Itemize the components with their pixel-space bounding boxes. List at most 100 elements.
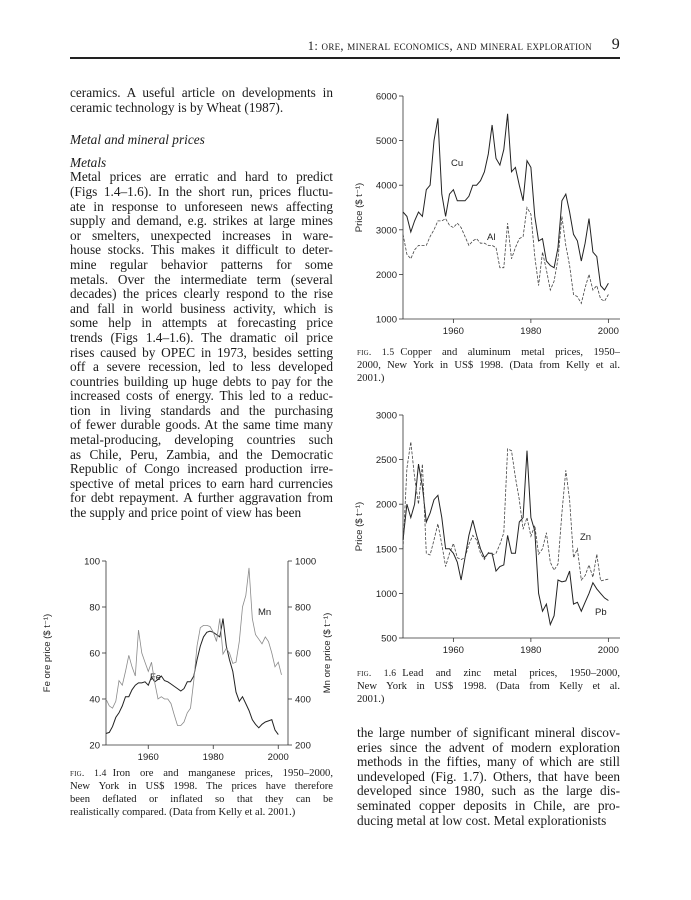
x-tick-label: 1980 (520, 645, 541, 656)
text-line: methods in the fifties, many of which ar… (357, 754, 620, 770)
y-axis-label: Price ($ t⁻¹) (354, 502, 365, 551)
figure-label: fig. 1.4 (70, 769, 107, 779)
y-tick-label: 2500 (376, 455, 397, 466)
header-rule (70, 57, 620, 59)
y-tick-label: 4000 (376, 181, 397, 192)
text-line: Republic of Congo increased production i… (70, 461, 333, 477)
text-line: the supply and price point of view has b… (70, 505, 302, 521)
text-line: ceramics. A useful article on developmen… (70, 85, 333, 100)
x-tick-label: 2000 (268, 752, 289, 763)
chart-0: 20 40 60 80 100 200 400 600 800 1000 1960 1980 2000 F… (42, 557, 333, 764)
y-tick-label: 80 (89, 603, 100, 614)
y-tick-label: 3000 (376, 411, 397, 422)
text-line: some help in attempts at forecasting pri… (70, 315, 333, 331)
caption-line: fig. 1.6 Lead and zinc metal prices, 1950… (357, 667, 620, 680)
caption-line: 2001.) (357, 694, 385, 705)
text-line: or smelters, unexpected increases in war… (70, 227, 333, 243)
caption-line: fig. 1.4 Iron ore and manganese prices, 1… (70, 767, 333, 780)
figure-caption-1-4: fig. 1.4 Iron ore and manganese prices, 1… (70, 767, 333, 819)
y-tick-label: 100 (84, 557, 100, 568)
text-line: undeveloped (Fig. 1.7). Others, that hav… (357, 768, 620, 784)
right-column-text: the large number of significant mineral … (357, 725, 620, 828)
y-tick-label: 40 (89, 695, 100, 706)
figure-caption-1-5: fig. 1.5 Copper and aluminum metal prices… (357, 346, 620, 385)
y-tick-label: 1000 (376, 315, 397, 326)
text-line: rises caused by OPEC in 1973, besides se… (70, 344, 333, 360)
y-right-tick-label: 200 (295, 741, 311, 752)
y-tick-label: 60 (89, 649, 100, 660)
text-line: (Figs 1.4–1.6). In the short run, prices… (70, 183, 333, 199)
text-line: metal-producing, developing countries su… (70, 432, 333, 448)
text-line: decades) the prices clearly respond to t… (70, 286, 333, 302)
caption-line: 2000, New York in US$ 1998. (Data from K… (357, 360, 620, 371)
x-tick-label: 1960 (443, 645, 464, 656)
x-tick-label: 1960 (443, 326, 464, 337)
text-line: increased costs of energy. This led to a… (70, 388, 333, 404)
text-line: as Chile, Peru, Zambia, and the Democrat… (70, 446, 333, 462)
text-line: developed since 1980, such as the large … (357, 783, 620, 799)
caption-line: been deflated or inflated so that they c… (70, 794, 333, 805)
text-line: supply and demand, e.g. strikes at large… (70, 213, 333, 229)
y-right-tick-label: 1000 (295, 557, 316, 568)
chart-1: 1000 2000 3000 4000 5000 6000 1960 1980 2000 Pric… (354, 92, 620, 337)
text-line: of fewer durable goods. At the same time… (70, 417, 333, 433)
x-tick-label: 1960 (138, 752, 159, 763)
y-tick-label: 1000 (376, 589, 397, 600)
y-tick-label: 500 (381, 634, 397, 645)
y-right-tick-label: 600 (295, 649, 311, 660)
caption-line: 2001.) (357, 373, 385, 384)
series-line-mn (105, 567, 282, 726)
body-text: Metal prices are erratic and hard to pre… (70, 170, 333, 520)
caption-text: Lead and zinc metal prices, 1950–2000, (402, 668, 620, 679)
caption-text: Copper and aluminum metal prices, 1950– (400, 347, 620, 358)
text-line: tion in living standards and the purchas… (70, 402, 333, 418)
series-line-pb (402, 450, 609, 627)
running-header: 1: ore, mineral economics, and mineral e… (70, 36, 620, 56)
subsection-heading: Metals (70, 154, 107, 170)
caption-line: New York in US$ 1998. (Data from Kelly e… (357, 681, 620, 692)
text-line: metals. Over the intermediate term (seve… (70, 271, 333, 287)
text-line: house stocks. This makes it difficult to… (70, 242, 333, 258)
series-label: Fe (150, 672, 161, 683)
y-tick-label: 2000 (376, 270, 397, 281)
y-tick-label: 5000 (376, 136, 397, 147)
figure-label: fig. 1.6 (357, 669, 397, 679)
x-tick-label: 2000 (598, 326, 619, 337)
running-title: 1: ore, mineral economics, and mineral e… (307, 39, 592, 53)
series-line-fe (105, 618, 279, 735)
y-tick-label: 2000 (376, 500, 397, 511)
caption-text: Iron ore and manganese prices, 1950–2000… (112, 768, 333, 779)
y-tick-label: 1500 (376, 544, 397, 555)
page-number: 9 (611, 36, 620, 53)
text-line: spective of metal prices to earn hard cu… (70, 475, 333, 491)
series-line-al (402, 206, 609, 305)
y-tick-label: 6000 (376, 92, 397, 103)
section-heading: Metal and mineral prices (70, 132, 205, 148)
x-tick-label: 1980 (203, 752, 224, 763)
text-line: mine regular behavior patterns for some (70, 256, 333, 272)
text-line: ate in response to unforeseen news affec… (70, 198, 333, 214)
series-label: Pb (595, 607, 607, 618)
series-line-zn (402, 441, 609, 582)
text-line: and fall in world business activity, whi… (70, 300, 333, 316)
text-line: ducing metal at low cost. Metal explorat… (357, 812, 607, 828)
caption-line: fig. 1.5 Copper and aluminum metal prices… (357, 346, 620, 359)
text-line: the large number of significant mineral … (357, 725, 620, 740)
y-tick-label: 20 (89, 741, 100, 752)
text-line: seminated copper deposits in Chile, are … (357, 797, 620, 813)
y-right-tick-label: 400 (295, 695, 311, 706)
series-line-cu (402, 113, 609, 291)
y-axis-label: Fe ore price ($ t⁻¹) (42, 614, 53, 692)
figure-label: fig. 1.5 (357, 348, 395, 358)
text-line: for debt repayment. A further aggravatio… (70, 490, 333, 506)
text-line: Metal prices are erratic and hard to pre… (70, 169, 333, 185)
text-line: ceramic technology is by Wheat (1987). (70, 99, 284, 115)
text-line: countries building up huge debts to pay … (70, 373, 333, 389)
series-label: Al (487, 232, 495, 243)
y-axis-right-label: Mn ore price ($ t⁻¹) (322, 613, 333, 694)
y-axis-label: Price ($ t⁻¹) (354, 183, 365, 232)
figure-caption-1-6: fig. 1.6 Lead and zinc metal prices, 1950… (357, 667, 620, 706)
chart-2: 500 1000 1500 2000 2500 3000 1960 1980 2000 Price… (354, 411, 620, 656)
x-tick-label: 1980 (520, 326, 541, 337)
